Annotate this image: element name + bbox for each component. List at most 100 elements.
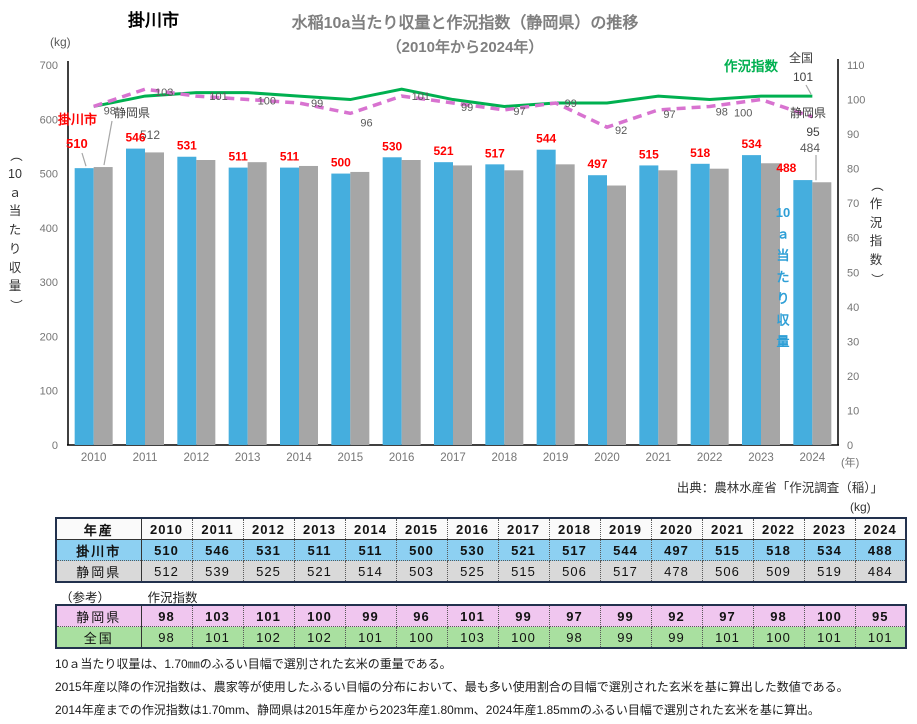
leader-shizuoka-2010 (103, 120, 113, 166)
year-header-cell: 2020 (650, 517, 703, 540)
yield-and-index-chart: 0 100 200 300 400 500 600 700 0 10 20 30 40 50 60 70 80 9… (40, 50, 866, 469)
value-cell: 531 (242, 539, 295, 561)
reference-caption: （参考） 作況指数 (60, 587, 198, 606)
value-cell: 488 (854, 539, 907, 561)
bar-kakegawa-2011 (126, 148, 145, 445)
right-axis-tick: 80 (847, 164, 859, 176)
bar-kakegawa-2017 (434, 162, 453, 445)
axis-title-char: 量 (8, 279, 22, 294)
line-label-shizuoka-2010: 98 (104, 105, 116, 117)
bar-shizuoka-2015 (350, 171, 370, 445)
right-axis-tick: 20 (847, 371, 859, 383)
value-cell: 96 (395, 604, 448, 627)
bar-kakegawa-2022 (690, 163, 710, 446)
bar-label-shizuoka-2010: 512 (140, 128, 160, 142)
bar-kakegawa-2023 (742, 155, 761, 445)
footnote-line: 10ａ当たり収量は、1.70㎜のふるい目幅で選別された玄米の重量である。 (55, 657, 452, 671)
x-axis-tick: 2011 (133, 452, 158, 464)
bar-shizuoka-2020 (607, 185, 626, 445)
leader-zenkoku (805, 84, 812, 95)
bar-kakegawa-2024 (793, 180, 813, 446)
value-cell: 511 (344, 539, 397, 561)
line-label-shizuoka-2021: 97 (663, 109, 675, 121)
value-cell: 515 (497, 560, 550, 583)
right-axis-tick: 0 (847, 440, 853, 452)
year-header-cell: 2023 (803, 517, 856, 540)
year-header-cell: 2010 (140, 517, 193, 540)
line-label-shizuoka-2023: 100 (734, 108, 752, 120)
bar-label-kakegawa-2012: 531 (177, 139, 197, 153)
value-cell: 518 (752, 539, 805, 561)
bar-shizuoka-2019 (555, 164, 575, 446)
source-note: 出典：農林水産省「作況調査（稲）」 (676, 481, 883, 495)
value-cell: 500 (395, 539, 448, 561)
value-cell: 99 (599, 604, 652, 627)
reference-caption-left: （参考） (60, 591, 111, 605)
value-cell: 103 (446, 626, 499, 649)
value-cell: 521 (293, 560, 346, 583)
footnote-line: 2014年産までの作況指数は1.70mm、静岡県は2015年産から2023年産1… (55, 703, 820, 717)
inner-yield-axis-label-char: 10 (776, 205, 790, 220)
x-axis-tick: 2012 (184, 452, 210, 464)
left-axis-tick: 500 (40, 169, 58, 181)
year-header-cell: 2012 (242, 517, 295, 540)
axis-title-char: 10 (8, 166, 22, 181)
left-axis-tick: 100 (40, 386, 58, 398)
value-cell: 525 (446, 560, 499, 583)
index-table-row-pink: 静岡県 98 103 101 100 99 96 101 99 97 99 92 97 98 100 95 (55, 604, 907, 627)
bar-shizuoka-2022 (709, 168, 729, 445)
value-cell: 544 (599, 539, 652, 561)
row-label-cell: 静岡県 (55, 560, 142, 583)
year-header-cell: 2019 (599, 517, 652, 540)
city-label: 掛川市 (128, 11, 179, 30)
bar-label-kakegawa-2023: 534 (741, 137, 761, 151)
right-axis-tick: 110 (847, 60, 865, 72)
bar-kakegawa-2019 (536, 149, 556, 445)
line-label-shizuoka-2012: 101 (209, 91, 227, 103)
table-unit-label: (kg) (850, 500, 871, 514)
value-cell: 99 (599, 626, 652, 649)
bar-shizuoka-2012 (196, 160, 216, 445)
leader-kakegawa-2010 (81, 152, 87, 167)
value-cell: 478 (650, 560, 703, 583)
line-zenkoku-index (93, 87, 813, 108)
bar-label-kakegawa-2016: 530 (382, 139, 402, 153)
chart-title-line1: 水稲10a当たり収量と作況指数（静岡県）の推移 (291, 15, 639, 32)
bar-shizuoka-2016 (401, 160, 421, 445)
year-header-cell: 2022 (752, 517, 805, 540)
bar-kakegawa-2020 (588, 175, 607, 445)
row-label-cell: 掛川市 (55, 539, 142, 561)
value-cell: 515 (701, 539, 754, 561)
line-label-shizuoka-2016: 101 (412, 91, 430, 103)
bar-shizuoka-2011 (145, 152, 164, 445)
value-cell: 484 (854, 560, 907, 583)
line-label-shizuoka-2018: 97 (513, 106, 525, 118)
axis-title-char: 数 (869, 253, 883, 267)
x-axis-tick: 2010 (81, 452, 107, 464)
value-cell: 539 (191, 560, 244, 583)
year-header-cell: 2011 (191, 517, 244, 540)
footnote-line: 2015年産以降の作況指数は、農家等が使用したふるい目幅の分布において、最も多い… (55, 680, 849, 694)
shizuoka-annotation-label: 静岡県 (790, 106, 826, 120)
year-header-cell: 2016 (446, 517, 499, 540)
zenkoku-annotation-label: 全国 (789, 50, 813, 65)
value-cell: 98 (140, 626, 193, 649)
x-axis-tick: 2014 (286, 452, 312, 464)
inner-yield-axis-label-char: り (776, 291, 789, 306)
value-cell: 97 (548, 604, 601, 627)
value-cell: 101 (242, 604, 295, 627)
value-cell: 546 (191, 539, 244, 561)
value-cell: 512 (140, 560, 193, 583)
year-header-cell: 2015 (395, 517, 448, 540)
line-label-shizuoka-2014: 99 (311, 98, 323, 110)
bar-label-kakegawa-2024: 488 (776, 161, 796, 175)
value-cell: 99 (344, 604, 397, 627)
bar-label-kakegawa-2018: 517 (485, 146, 505, 160)
kakegawa-annotation-label: 掛川市 (58, 112, 97, 127)
bar-label-kakegawa-2017: 521 (433, 144, 453, 158)
left-axis-tick: 0 (52, 440, 58, 452)
bar-shizuoka-2023 (761, 163, 780, 445)
shizuoka-2010-annotation-label: 静岡県 (114, 106, 150, 120)
yield-table: 年産 2010 2011 2012 2013 2014 2015 2016 2017 2018 20… (55, 517, 907, 583)
